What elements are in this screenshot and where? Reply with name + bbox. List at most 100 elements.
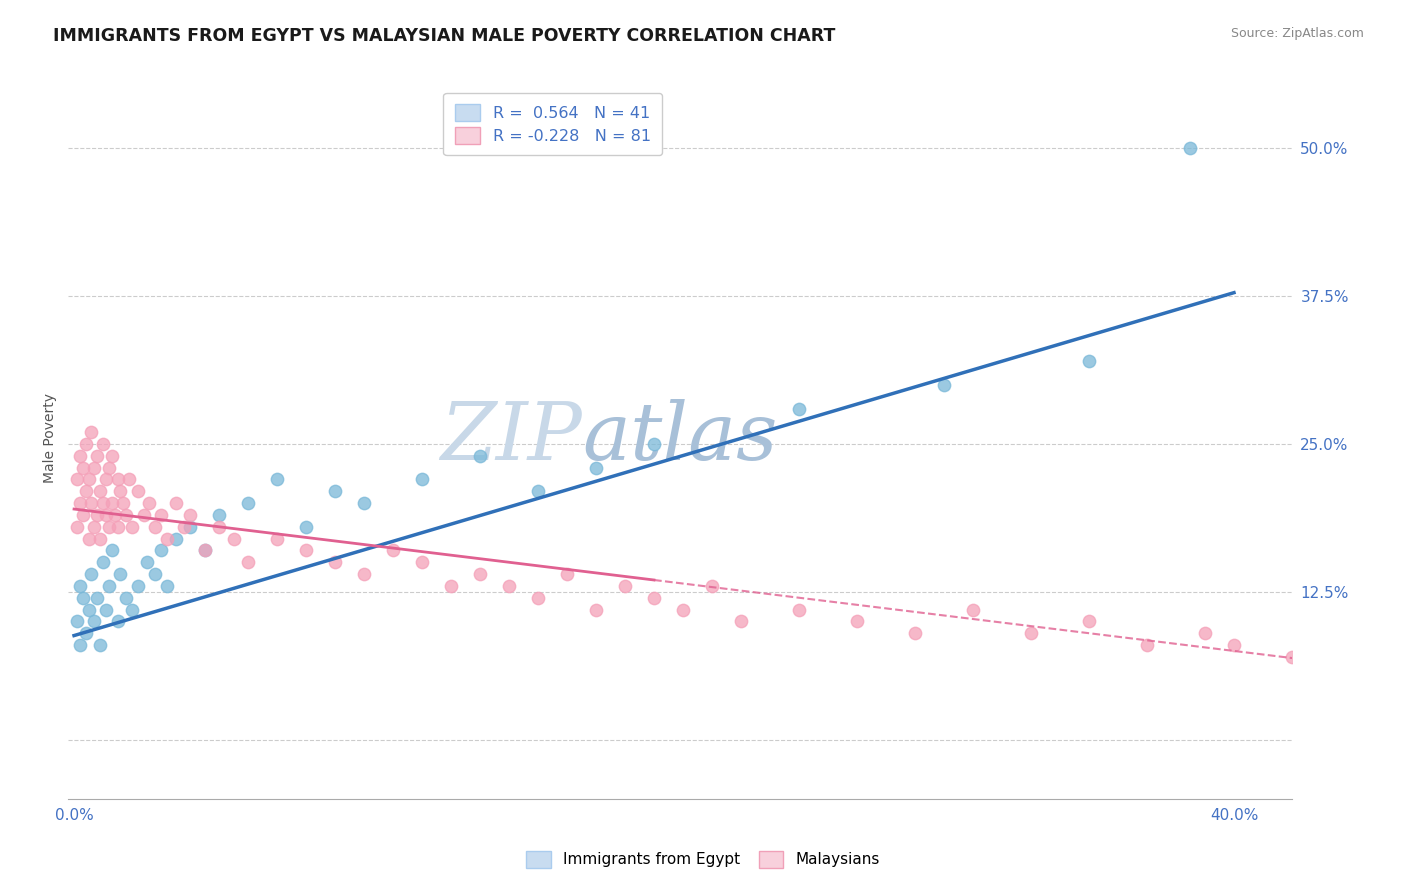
Point [132, 508, 155, 522]
Point [118, 473, 141, 487]
Point [86, 508, 108, 522]
Point [75, 437, 97, 451]
Point [66, 473, 89, 487]
Point [107, 520, 129, 534]
Point [104, 508, 127, 522]
Point [127, 579, 149, 593]
Point [110, 484, 132, 499]
Point [69, 638, 91, 652]
Point [165, 532, 187, 546]
Point [143, 520, 166, 534]
Point [222, 532, 245, 546]
Point [614, 579, 637, 593]
Point [91, 437, 114, 451]
Point [193, 543, 215, 558]
Point [80, 567, 103, 582]
Point [846, 615, 869, 629]
Point [236, 555, 259, 569]
Point [1019, 626, 1042, 640]
Point [86, 449, 108, 463]
Point [107, 473, 129, 487]
Point [323, 484, 346, 499]
Point [1136, 638, 1159, 652]
Point [295, 543, 318, 558]
Point [107, 615, 129, 629]
Point [83, 520, 105, 534]
Point [672, 602, 695, 616]
Point [179, 520, 201, 534]
Point [323, 555, 346, 569]
Text: ZIP: ZIP [440, 400, 582, 477]
Point [527, 484, 550, 499]
Point [143, 567, 166, 582]
Point [100, 496, 122, 510]
Point [100, 449, 122, 463]
Point [353, 496, 375, 510]
Point [179, 508, 201, 522]
Point [1223, 638, 1246, 652]
Point [112, 496, 135, 510]
Point [110, 567, 132, 582]
Text: IMMIGRANTS FROM EGYPT VS MALAYSIAN MALE POVERTY CORRELATION CHART: IMMIGRANTS FROM EGYPT VS MALAYSIAN MALE … [53, 27, 835, 45]
Point [97, 520, 120, 534]
Point [1194, 626, 1216, 640]
Point [1368, 662, 1391, 676]
Point [72, 591, 94, 605]
Point [77, 473, 100, 487]
Point [94, 602, 117, 616]
Point [75, 626, 97, 640]
Point [643, 437, 665, 451]
Point [138, 496, 160, 510]
Point [468, 449, 491, 463]
Point [86, 591, 108, 605]
Point [266, 532, 288, 546]
Point [135, 555, 157, 569]
Point [121, 602, 143, 616]
Point [115, 508, 138, 522]
Point [498, 579, 520, 593]
Point [266, 473, 288, 487]
Point [962, 602, 984, 616]
Point [69, 496, 91, 510]
Point [585, 460, 607, 475]
Point [411, 473, 433, 487]
Point [1078, 354, 1101, 368]
Point [94, 473, 117, 487]
Point [75, 484, 97, 499]
Point [411, 555, 433, 569]
Point [165, 496, 187, 510]
Point [555, 567, 578, 582]
Point [1180, 141, 1202, 155]
Point [72, 460, 94, 475]
Point [83, 615, 105, 629]
Point [700, 579, 723, 593]
Point [69, 449, 91, 463]
Point [468, 567, 491, 582]
Point [150, 508, 173, 522]
Point [1281, 649, 1303, 664]
Point [787, 401, 810, 416]
Point [150, 543, 173, 558]
Point [89, 484, 111, 499]
Point [72, 508, 94, 522]
Point [353, 567, 375, 582]
Point [156, 532, 179, 546]
Point [89, 532, 111, 546]
Point [94, 508, 117, 522]
Point [80, 425, 103, 440]
Legend: R =  0.564   N = 41, R = -0.228   N = 81: R = 0.564 N = 41, R = -0.228 N = 81 [443, 93, 662, 155]
Point [69, 579, 91, 593]
Point [236, 496, 259, 510]
Point [89, 638, 111, 652]
Point [66, 520, 89, 534]
Point [77, 532, 100, 546]
Point [1078, 615, 1101, 629]
Point [80, 496, 103, 510]
Legend: Immigrants from Egypt, Malaysians: Immigrants from Egypt, Malaysians [520, 845, 886, 873]
Point [115, 591, 138, 605]
Text: atlas: atlas [582, 400, 778, 477]
Point [643, 591, 665, 605]
Point [193, 543, 215, 558]
Point [91, 555, 114, 569]
Point [295, 520, 318, 534]
